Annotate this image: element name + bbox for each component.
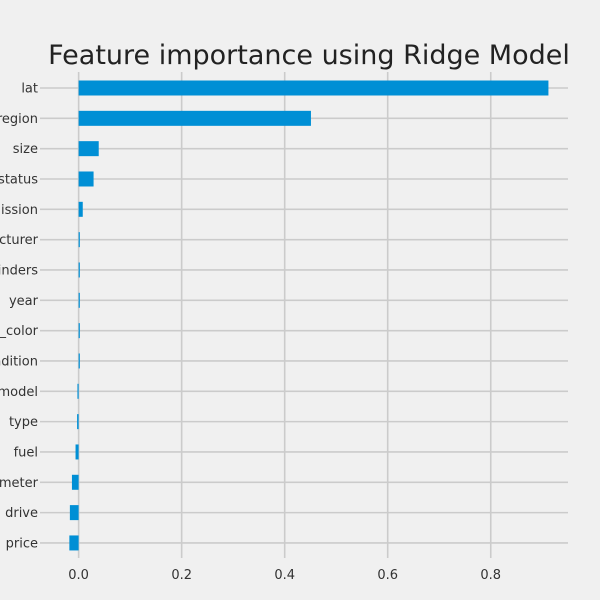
bar-type	[77, 414, 79, 430]
bar-fuel	[75, 444, 79, 460]
bar-inders	[78, 262, 80, 278]
bar-lat	[78, 80, 549, 96]
y-tick-label: type	[9, 415, 38, 430]
x-tick-label: 0.4	[274, 568, 295, 583]
y-tick-labels: lat region size status mission acturer inders y…	[0, 82, 39, 552]
y-tick-label: drive	[5, 506, 38, 521]
bar-status	[78, 171, 94, 187]
chart-title: Feature importance using Ridge Model	[48, 40, 570, 71]
y-tick-label: year	[9, 294, 39, 309]
bar-size	[78, 141, 99, 157]
bar-ndition	[78, 353, 80, 369]
y-tick-label: size	[13, 142, 38, 157]
y-tick-label: lat	[21, 82, 38, 97]
x-tick-label: 0.6	[377, 568, 398, 583]
x-tick-label: 0.2	[171, 568, 192, 583]
bars	[69, 80, 549, 551]
y-tick-label: price	[6, 536, 38, 551]
x-tick-label: 0.8	[480, 568, 501, 583]
bar-region	[78, 110, 311, 126]
y-tick-label: status	[0, 172, 38, 187]
bar-price	[69, 535, 79, 551]
bar-color	[78, 323, 80, 339]
bar-year	[78, 292, 80, 308]
x-tick-labels: 0.0 0.2 0.4 0.6 0.8	[68, 568, 501, 583]
bar-drive	[69, 505, 79, 521]
y-tick-label: model	[0, 385, 38, 400]
y-tick-label: ndition	[0, 354, 38, 369]
bar-model	[77, 383, 79, 399]
y-tick-label: fuel	[14, 445, 38, 460]
grid-lines	[40, 72, 568, 558]
y-tick-label: _color	[0, 324, 39, 339]
bar-ometer	[71, 474, 79, 490]
y-tick-label: acturer	[0, 233, 39, 248]
y-tick-label: region	[0, 112, 38, 127]
y-tick-label: ometer	[0, 476, 39, 491]
x-tick-label: 0.0	[68, 568, 89, 583]
bar-acturer	[78, 232, 80, 248]
y-tick-label: inders	[0, 263, 38, 278]
y-tick-label: mission	[0, 203, 38, 218]
bar-mission	[78, 201, 83, 217]
